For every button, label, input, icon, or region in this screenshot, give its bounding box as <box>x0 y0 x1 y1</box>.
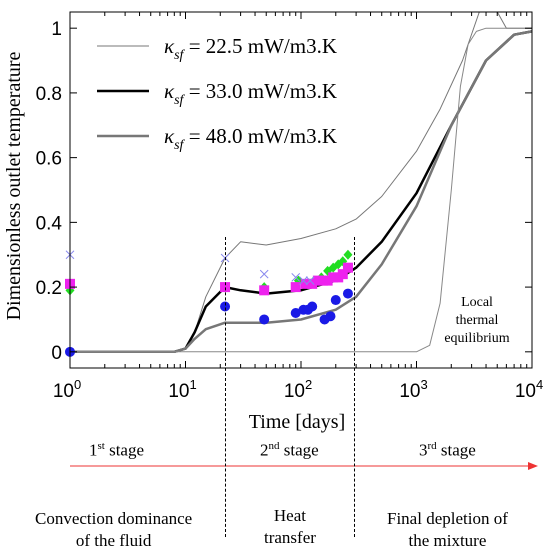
y-tick-label: 0.6 <box>36 149 62 170</box>
stage-2-description: Heat transfer <box>264 506 316 547</box>
marker-square <box>337 269 348 280</box>
marker-square <box>307 278 318 289</box>
marker-square <box>259 285 270 296</box>
stage-divider-2 <box>354 237 355 537</box>
stage-1-description: Convection dominance of the fluid <box>35 509 193 550</box>
marker-square <box>342 262 353 273</box>
annotation-line: Local <box>461 295 493 310</box>
marker-x <box>305 276 315 285</box>
x-axis-label: Time [days] <box>249 411 345 433</box>
axis-ticks: 100 101 102 103 104 0 0.2 0.4 0.6 0.8 1 <box>36 12 543 402</box>
marker-circle <box>307 301 318 312</box>
x-tick-label: 104 <box>515 377 543 402</box>
stage-3-label: 3rd stage <box>419 440 476 460</box>
legend-label: κsf = 22.5 mW/m3.K <box>164 34 337 63</box>
x-tick-label: 100 <box>53 377 81 402</box>
legend-label: κsf = 48.0 mW/m3.K <box>164 124 337 153</box>
marker-x <box>259 269 269 279</box>
y-tick-label: 0.4 <box>36 213 63 234</box>
marker-square <box>290 282 301 293</box>
legend-label: κsf = 33.0 mW/m3.K <box>164 79 337 108</box>
x-tick-label: 101 <box>168 377 196 402</box>
legend: κsf = 22.5 mW/m3.K κsf = 33.0 mW/m3.K κsf … <box>97 34 337 153</box>
marker-diamond <box>343 249 353 260</box>
marker-circle <box>330 295 341 306</box>
marker-square <box>322 275 333 286</box>
x-tick-label: 103 <box>399 377 427 402</box>
y-tick-label: 0 <box>51 343 62 364</box>
y-axis-label: Dimensionless outlet temperature <box>3 51 25 320</box>
annotation-line: thermal <box>456 313 499 328</box>
y-tick-label: 0.2 <box>36 278 62 299</box>
stage-arrow-head <box>528 462 538 470</box>
x-tick-label: 102 <box>284 377 312 402</box>
local-thermal-equilibrium-annotation: Local thermal equilibrium <box>444 295 509 346</box>
y-tick-label: 0.8 <box>36 84 62 105</box>
marker-square <box>300 278 311 289</box>
y-tick-label: 1 <box>51 19 62 40</box>
annotation-line: equilibrium <box>444 331 509 346</box>
marker-circle <box>325 311 336 322</box>
marker-circle <box>259 314 270 325</box>
marker-square <box>328 272 339 283</box>
data-markers <box>65 249 353 357</box>
marker-circle <box>342 288 353 299</box>
series-line-4 <box>70 27 532 353</box>
stage-1-label: 1st stage <box>89 440 145 460</box>
marker-square <box>312 275 323 286</box>
stage-3-description: Final depletion of the mixture <box>387 509 508 550</box>
marker-circle <box>290 307 301 318</box>
stage-2-label: 2nd stage <box>260 440 319 460</box>
stage-divider-1 <box>225 237 226 537</box>
marker-x <box>299 276 308 285</box>
series-line-3 <box>70 30 532 354</box>
marker-x <box>291 273 301 282</box>
series-lines <box>70 12 532 354</box>
